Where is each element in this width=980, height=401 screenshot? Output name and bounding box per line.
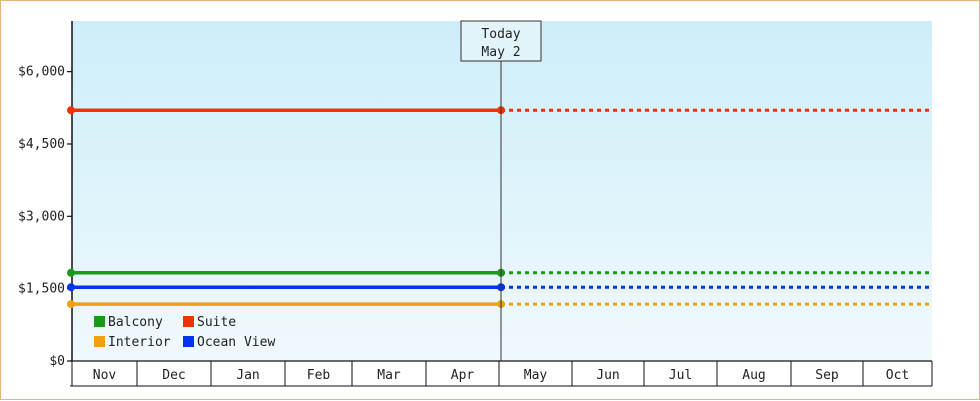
legend-swatch-suite [183,316,194,327]
series-point-balcony [67,268,75,277]
month-label-feb: Feb [307,368,331,383]
month-label-dec: Dec [162,368,185,383]
month-label-jan: Jan [236,368,259,383]
series-point-interior [67,300,75,309]
y-tick-label: $1,500 [18,282,65,297]
legend-swatch-ocean-view [183,336,194,347]
month-label-aug: Aug [742,368,765,383]
y-tick-label: $6,000 [18,65,65,80]
month-label-jul: Jul [669,368,692,383]
month-label-apr: Apr [451,368,475,383]
month-label-sep: Sep [815,368,839,383]
legend-label-ocean-view: Ocean View [197,335,275,350]
month-label-nov: Nov [93,368,117,383]
legend-swatch-balcony [94,316,105,327]
legend-label-suite: Suite [197,315,236,330]
legend-swatch-interior [94,336,105,347]
today-marker-label: Today [481,27,520,42]
month-label-mar: Mar [377,368,401,383]
today-marker-date: May 2 [481,45,520,60]
y-tick-label: $0 [49,354,65,369]
month-label-jun: Jun [596,368,619,383]
month-label-oct: Oct [886,368,909,383]
month-label-may: May [524,368,548,383]
series-point-suite [67,106,75,115]
legend-label-balcony: Balcony [108,315,163,330]
y-tick-label: $4,500 [18,137,65,152]
plot-background [72,21,932,361]
today-marker-box [460,20,542,62]
y-tick-label: $3,000 [18,209,65,224]
legend-label-interior: Interior [108,335,171,350]
series-point-ocean-view [67,283,75,292]
